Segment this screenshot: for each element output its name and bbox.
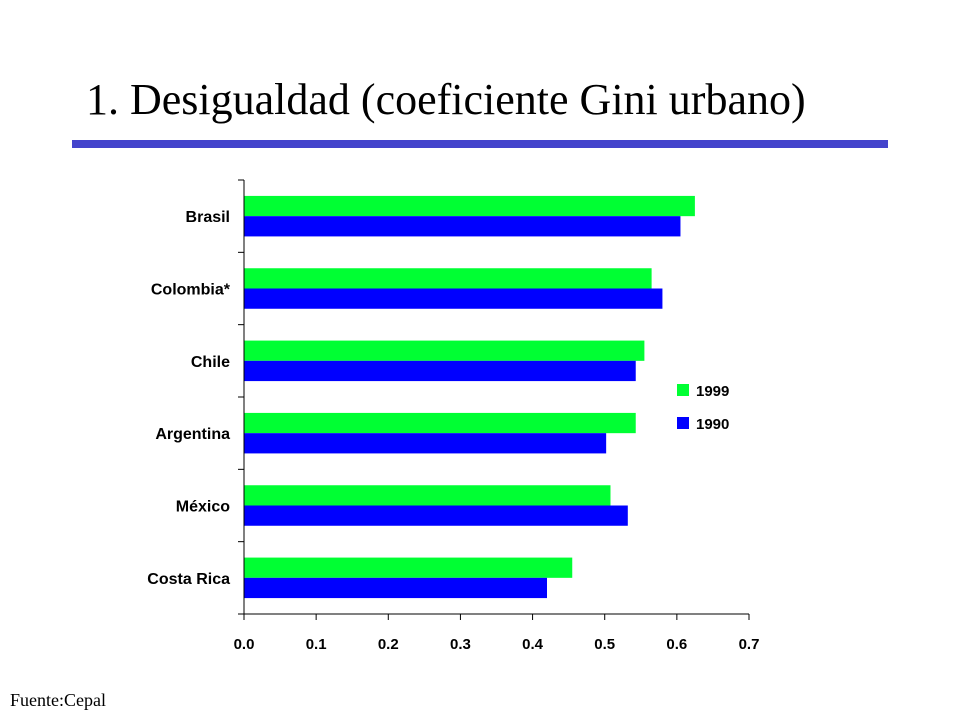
bar-1990-3: [244, 433, 607, 454]
bar-1990-4: [244, 505, 628, 526]
legend-swatch-1990: [677, 417, 689, 429]
category-label: Colombia*: [151, 282, 231, 299]
category-label: Costa Rica: [147, 571, 230, 588]
category-label: Brasil: [186, 209, 230, 226]
x-tick-label: 0.7: [739, 636, 760, 653]
bar-1990-5: [244, 577, 547, 599]
title-underline: [72, 140, 888, 148]
slide-title: 1. Desigualdad (coeficiente Gini urbano): [86, 75, 806, 124]
bar-1999-4: [244, 485, 611, 506]
legend-label-1999: 1999: [696, 383, 729, 400]
legend-swatch-1999: [677, 384, 689, 396]
bar-1999-3: [244, 412, 636, 434]
x-tick-label: 0.0: [234, 636, 255, 653]
bar-1999-1: [244, 268, 652, 289]
source-note: Fuente:Cepal: [10, 690, 106, 710]
x-tick-label: 0.4: [522, 636, 544, 653]
bar-1999-0: [244, 195, 695, 217]
bar-1999-2: [244, 340, 645, 361]
category-label: Chile: [191, 354, 230, 371]
x-tick-label: 0.2: [378, 636, 399, 653]
category-label: Argentina: [155, 426, 230, 443]
legend-label-1990: 1990: [696, 416, 729, 433]
category-label: México: [176, 499, 230, 516]
x-tick-label: 0.5: [594, 636, 615, 653]
x-tick-label: 0.3: [450, 636, 471, 653]
x-tick-label: 0.1: [306, 636, 327, 653]
x-tick-label: 0.6: [666, 636, 687, 653]
bar-1999-5: [244, 557, 573, 578]
bar-1990-2: [244, 360, 636, 382]
title-underline-bar: [72, 140, 888, 148]
bar-1990-0: [244, 216, 681, 237]
bar-1990-1: [244, 288, 663, 309]
